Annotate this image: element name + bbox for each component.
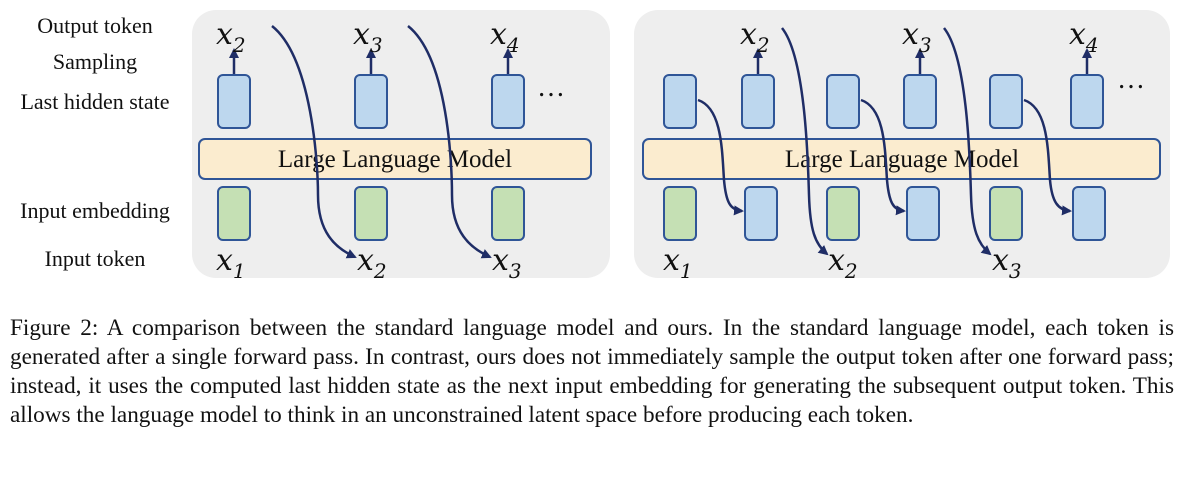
- hidden-state-box: [491, 74, 525, 129]
- hidden-state-box: [903, 74, 937, 129]
- output-token: x4: [1069, 17, 1099, 57]
- input-embedding-box: [663, 186, 697, 241]
- input-embedding-box: [491, 186, 525, 241]
- standard-lm-panel: Large Language Model x2 x3 x4 … x1 x2 x3: [192, 10, 610, 283]
- latent-reasoning-panel: Large Language Model x2 x3 x4 … x1 x2 x3: [634, 10, 1170, 283]
- model-label: Large Language Model: [785, 146, 1019, 173]
- feedback-arrow: [271, 25, 357, 259]
- hidden-state-box: [826, 74, 860, 129]
- large-language-model-block: [198, 138, 592, 180]
- latent-input-box: [906, 186, 940, 241]
- hidden-state-box: [663, 74, 697, 129]
- hidden-state-box: [217, 74, 251, 129]
- latent-feedback-arrow: [860, 98, 906, 216]
- latent-feedback-arrow: [1023, 98, 1072, 216]
- comparison-diagram: Large Language Model x2 x3 x4 … x1 x2 x3: [192, 10, 1170, 283]
- output-token: x2: [216, 17, 246, 57]
- input-token: x2: [357, 243, 387, 283]
- output-token: x2: [740, 17, 770, 57]
- input-embedding-box: [989, 186, 1023, 241]
- hidden-state-box: [354, 74, 388, 129]
- output-token: x3: [353, 17, 383, 57]
- model-label: Large Language Model: [278, 146, 512, 173]
- figure-caption: Figure 2: A comparison between the stand…: [10, 314, 1174, 430]
- latent-input-box: [744, 186, 778, 241]
- input-token: x3: [492, 243, 522, 283]
- row-label-last-hidden-state: Last hidden state: [20, 89, 170, 114]
- row-label-input-token: Input token: [44, 246, 146, 271]
- input-token: x3: [992, 243, 1022, 283]
- ellipsis: …: [537, 72, 565, 103]
- hidden-state-box: [1070, 74, 1104, 129]
- row-label-input-embedding: Input embedding: [20, 198, 170, 223]
- hidden-state-box: [741, 74, 775, 129]
- input-token: x1: [216, 243, 246, 283]
- ellipsis: …: [1117, 64, 1145, 95]
- row-label-sampling: Sampling: [52, 49, 138, 74]
- latent-feedback-arrow: [697, 98, 744, 216]
- feedback-arrow: [407, 25, 492, 259]
- feedback-arrow: [943, 27, 992, 256]
- row-label-output-token: Output token: [37, 13, 153, 38]
- caption-text: Figure 2: A comparison between the stand…: [10, 315, 1174, 428]
- input-embedding-box: [217, 186, 251, 241]
- latent-input-box: [1072, 186, 1106, 241]
- output-token: x3: [902, 17, 932, 57]
- input-embedding-box: [354, 186, 388, 241]
- feedback-arrow: [781, 27, 829, 256]
- output-token: x4: [490, 17, 520, 57]
- input-token: x1: [663, 243, 693, 283]
- large-language-model-block: [642, 138, 1161, 180]
- input-embedding-box: [826, 186, 860, 241]
- hidden-state-box: [989, 74, 1023, 129]
- input-token: x2: [828, 243, 858, 283]
